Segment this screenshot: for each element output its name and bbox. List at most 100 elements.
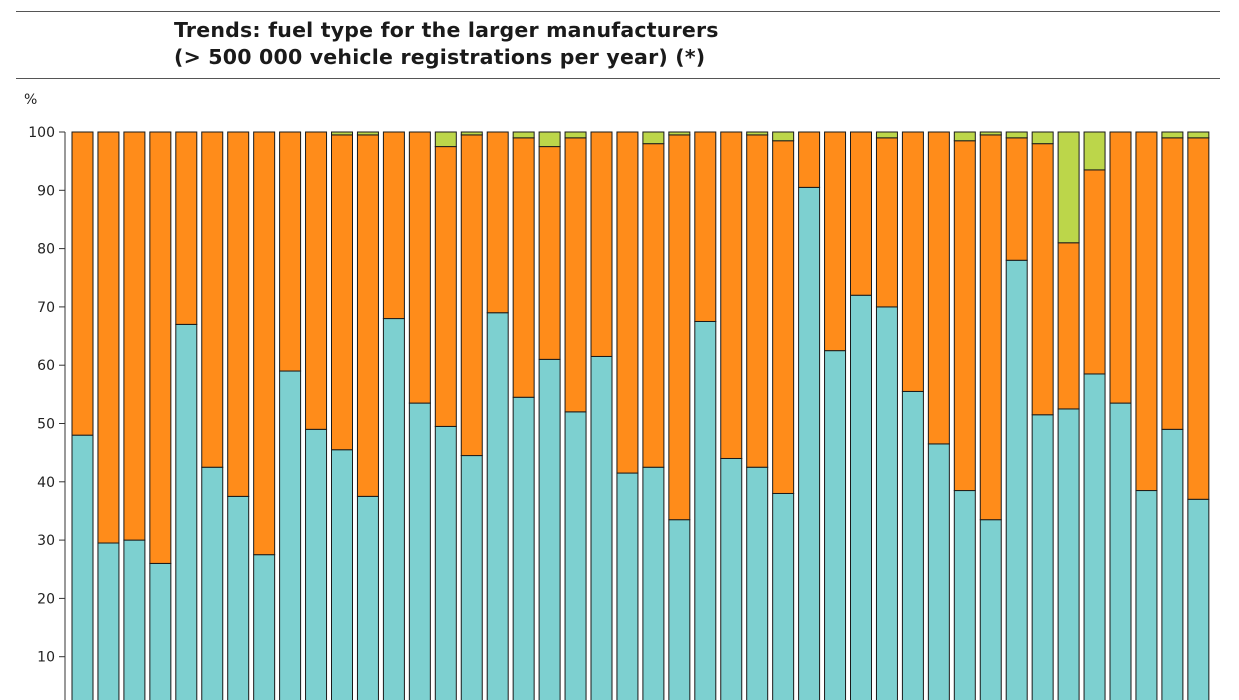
bar-14-segment-1: [408, 402, 431, 700]
bar-28-segment-2: [772, 140, 795, 494]
bar-32-segment-1: [875, 306, 898, 700]
bar-6-segment-2: [201, 131, 224, 468]
bar-30-segment-2: [824, 131, 847, 352]
bar-22-segment-1: [616, 472, 639, 700]
bar-13-segment-1: [382, 318, 405, 700]
bar-36-segment-1: [979, 519, 1002, 700]
bar-42-segment-2: [1135, 131, 1158, 492]
chart-title: Trends: fuel type for the larger manufac…: [174, 17, 719, 71]
bar-37-segment-1: [1005, 259, 1028, 700]
bar-25-segment-2: [694, 131, 717, 322]
bar-28-segment-3: [772, 131, 795, 142]
bar-23-segment-3: [642, 131, 665, 145]
bar-4-segment-1: [149, 562, 172, 700]
bar-16-segment-3: [460, 131, 483, 136]
bar-19-segment-1: [538, 358, 561, 700]
bar-44-segment-3: [1187, 131, 1210, 139]
chart-title-line-2: (> 500 000 vehicle registrations per yea…: [174, 45, 706, 69]
bar-37-segment-3: [1005, 131, 1028, 139]
y-tick-label-90: 90: [37, 183, 55, 199]
bar-28-segment-1: [772, 492, 795, 700]
bar-26-segment-2: [720, 131, 743, 459]
bar-29-segment-1: [798, 186, 821, 700]
bar-27-segment-2: [746, 134, 769, 468]
bar-5-segment-1: [175, 323, 198, 700]
bar-17-segment-1: [486, 312, 509, 700]
bar-19-segment-3: [538, 131, 561, 148]
bar-4-segment-2: [149, 131, 172, 564]
bar-40-segment-3: [1083, 131, 1106, 171]
bar-15-segment-3: [434, 131, 457, 148]
bar-43-segment-1: [1161, 428, 1184, 700]
bar-14-segment-2: [408, 131, 431, 404]
y-tick-label-50: 50: [37, 417, 55, 433]
top-rule: [16, 11, 1220, 12]
bar-16-segment-2: [460, 134, 483, 457]
y-tick-label-80: 80: [37, 242, 55, 258]
bar-20-segment-3: [564, 131, 587, 139]
bar-44-segment-1: [1187, 498, 1210, 700]
bar-41-segment-2: [1109, 131, 1132, 404]
bar-36-segment-3: [979, 131, 1002, 136]
bar-8-segment-1: [253, 554, 276, 700]
y-tick-label-30: 30: [37, 533, 55, 549]
bar-11-segment-1: [331, 449, 353, 700]
bar-23-segment-1: [642, 466, 665, 700]
bar-35-segment-2: [953, 140, 976, 492]
bar-2-segment-1: [97, 542, 120, 700]
y-tick-label-20: 20: [37, 591, 55, 607]
chart-title-line-1: Trends: fuel type for the larger manufac…: [174, 18, 719, 42]
bar-24-segment-2: [668, 134, 691, 521]
bar-36-segment-2: [979, 134, 1002, 521]
bar-25-segment-1: [694, 320, 717, 700]
bar-24-segment-3: [668, 131, 691, 136]
bar-3-segment-1: [123, 539, 146, 700]
bar-7-segment-1: [227, 495, 250, 700]
bar-39-segment-3: [1057, 131, 1080, 244]
bar-37-segment-2: [1005, 137, 1028, 261]
bar-34-segment-2: [927, 131, 950, 445]
bar-5-segment-2: [175, 131, 198, 325]
bar-17-segment-2: [486, 131, 509, 314]
bar-6-segment-1: [201, 466, 224, 700]
bar-44-segment-2: [1187, 137, 1210, 500]
bar-23-segment-2: [642, 143, 665, 468]
bar-33-segment-1: [901, 390, 924, 700]
bar-27-segment-1: [746, 466, 769, 700]
bar-11-segment-2: [331, 134, 353, 451]
bar-40-segment-2: [1083, 169, 1106, 375]
bar-16-segment-1: [460, 455, 483, 700]
bar-12-segment-2: [356, 134, 379, 497]
y-tick-label-40: 40: [37, 475, 55, 491]
bar-38-segment-1: [1031, 414, 1054, 700]
bar-33-segment-2: [901, 131, 924, 392]
bar-35-segment-1: [953, 490, 976, 700]
bar-3-segment-2: [123, 131, 146, 541]
bar-22-segment-2: [616, 131, 639, 474]
y-tick-label-60: 60: [37, 358, 55, 374]
bar-34-segment-1: [927, 443, 950, 700]
bar-18-segment-1: [512, 396, 535, 700]
bar-30-segment-1: [824, 350, 847, 700]
bar-26-segment-1: [720, 457, 743, 700]
bar-39-segment-1: [1057, 408, 1080, 700]
bar-12-segment-3: [356, 131, 379, 136]
bar-41-segment-1: [1109, 402, 1132, 700]
bar-10-segment-1: [305, 428, 328, 700]
bar-18-segment-3: [512, 131, 535, 139]
bar-7-segment-2: [227, 131, 250, 497]
bar-43-segment-3: [1161, 131, 1184, 139]
bar-2-segment-2: [97, 131, 120, 544]
y-tick-label-10: 10: [37, 650, 55, 666]
bar-38-segment-3: [1031, 131, 1054, 145]
bar-20-segment-2: [564, 137, 587, 413]
bar-15-segment-2: [434, 146, 457, 427]
bar-9-segment-1: [279, 370, 302, 700]
y-tick-label-70: 70: [37, 300, 55, 316]
bar-40-segment-1: [1083, 373, 1106, 700]
bar-9-segment-2: [279, 131, 302, 372]
bar-19-segment-2: [538, 146, 561, 360]
bar-13-segment-2: [382, 131, 405, 320]
bar-42-segment-1: [1135, 490, 1158, 700]
bar-20-segment-1: [564, 411, 587, 700]
